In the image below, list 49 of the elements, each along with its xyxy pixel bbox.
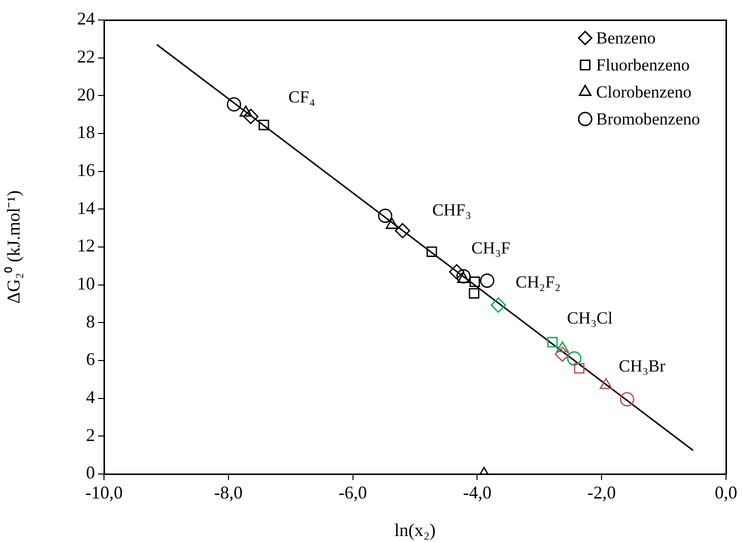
point [449,264,464,280]
x-tick-label: -2,0 [587,482,616,503]
x-tick-label: 0,0 [714,482,738,503]
point [490,297,506,313]
y-tick-label: 10 [77,274,95,294]
point [620,392,634,406]
point [469,276,480,288]
x-axis-title: ln(x₂) [394,520,436,540]
point [243,108,258,124]
x-tick-label: -10,0 [85,482,123,503]
legend-label: Benzeno [596,28,656,48]
point [426,246,438,257]
x-tick-label: -8,0 [214,482,243,503]
annotation: CHF₃ [432,200,472,220]
y-tick-label: 20 [77,84,95,104]
point [258,120,270,130]
legend-label: Clorobenzeno [596,82,692,102]
annotation: CH₃Br [618,356,666,376]
point [226,97,242,112]
y-tick-label: 16 [77,160,95,180]
y-tick-label: 8 [86,311,95,332]
point [554,346,570,362]
point [457,272,470,284]
y-tick-label: 14 [77,198,95,218]
x-tick-label: -4,0 [462,482,492,503]
y-tick-label: 0 [86,462,95,483]
point [456,269,471,284]
y-tick-label: 22 [77,46,95,67]
point [574,363,584,374]
y-tick-label: 4 [86,387,95,408]
legend-label: Fluorbenzeno [596,55,690,74]
y-tick-label: 18 [77,122,95,142]
point [547,336,558,348]
y-tick-label: 12 [77,236,95,256]
y-axis-title: ΔG₂⁰ (kJ.mol⁻¹) [4,190,24,304]
legend-label: Bromobenzeno [596,109,700,128]
x-tick-label: -6,0 [338,482,368,503]
point [378,208,392,223]
annotation: CH₂F₂ [516,272,561,292]
y-tick-label: 2 [86,424,95,445]
y-tick-label: 24 [77,8,95,29]
annotation: CH₃F [471,238,510,258]
point [468,288,480,299]
point [567,351,582,366]
annotation: CF₄ [288,88,316,107]
y-tick-label: 6 [86,349,95,370]
annotation: CH₃Cl [566,308,613,328]
point [394,223,410,238]
point [480,274,494,288]
